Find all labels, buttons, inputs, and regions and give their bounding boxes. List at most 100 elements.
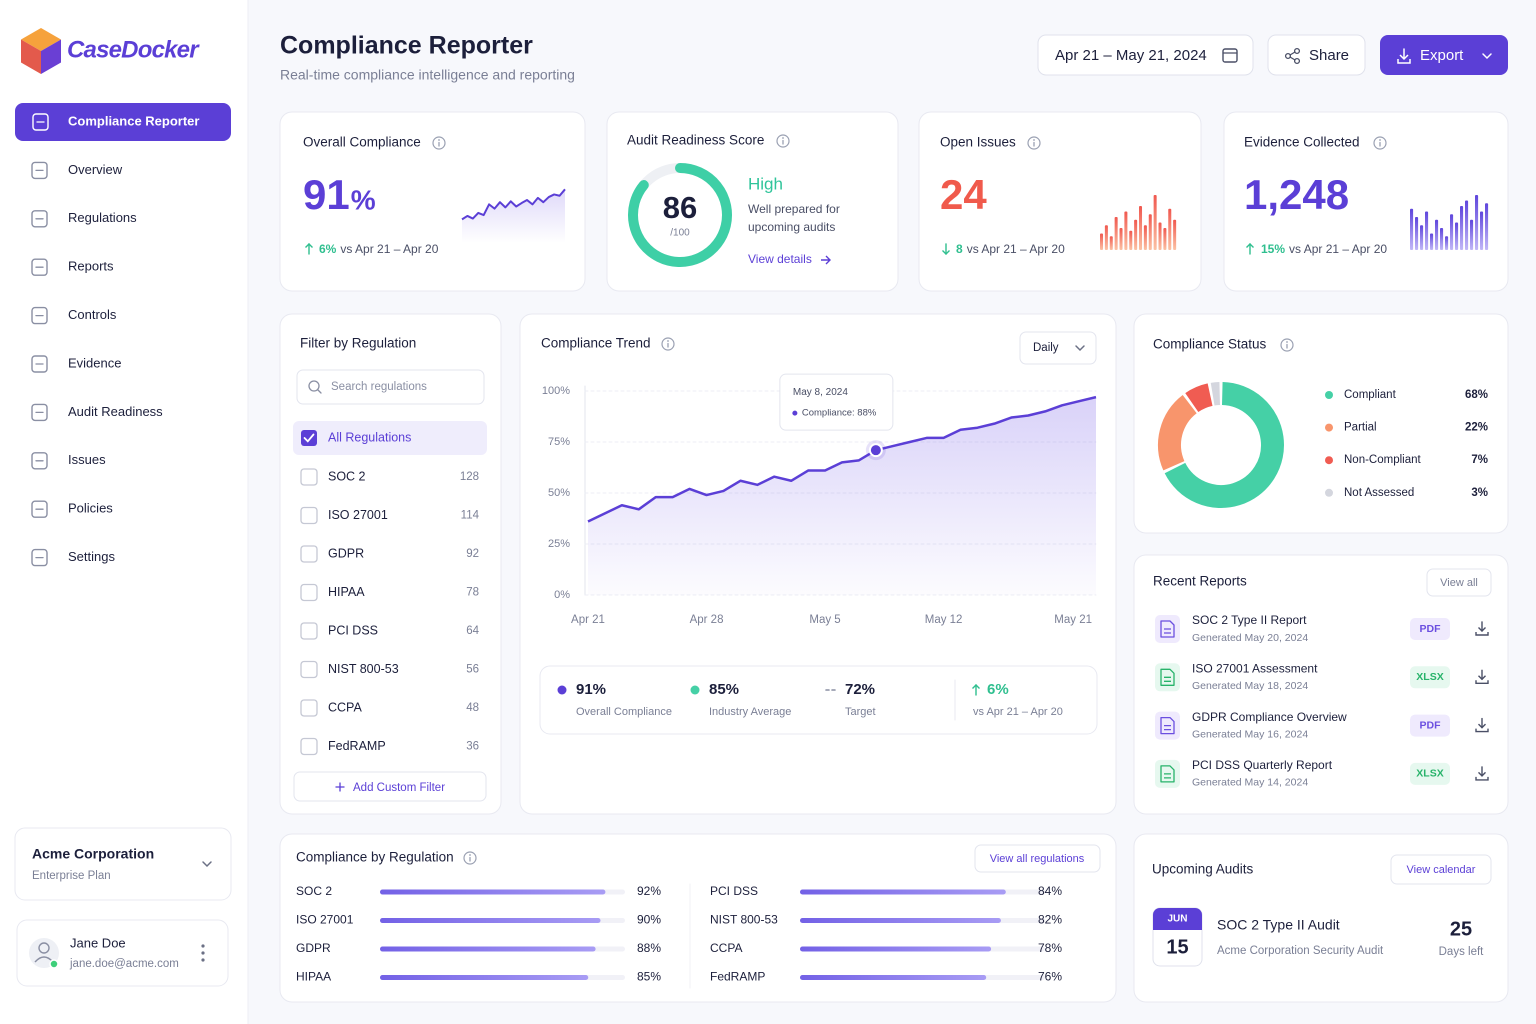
add-filter-button[interactable] <box>293 771 487 802</box>
spark-bar <box>1124 211 1128 250</box>
format-badge <box>1410 762 1450 785</box>
checkbox[interactable] <box>300 468 318 486</box>
nav-active[interactable] <box>15 103 231 141</box>
kpi-change: 6% <box>319 242 337 256</box>
filter-label[interactable]: PCI DSS <box>328 623 378 637</box>
bar-label: CCPA <box>710 941 742 955</box>
view-regulations-label[interactable]: View all regulations <box>990 853 1085 865</box>
nav-item[interactable]: Overview <box>68 162 123 177</box>
bar-value: 88% <box>637 941 661 955</box>
checkbox[interactable] <box>301 430 317 446</box>
readiness-level: High <box>748 174 783 193</box>
filter-label[interactable]: HIPAA <box>328 585 365 599</box>
info-icon <box>782 137 784 139</box>
gauge-arc <box>628 163 732 267</box>
bar-label: PCI DSS <box>710 884 758 898</box>
checkbox[interactable] <box>300 660 318 679</box>
checkbox[interactable] <box>300 545 318 563</box>
checkbox[interactable] <box>300 583 318 602</box>
filter-label[interactable]: GDPR <box>328 546 364 560</box>
checkbox[interactable] <box>300 737 318 756</box>
add-filter-label[interactable]: Add Custom Filter <box>353 782 445 794</box>
checkbox[interactable] <box>300 699 318 717</box>
info-icon <box>1027 136 1041 150</box>
checkbox[interactable] <box>300 622 318 640</box>
legend-dot <box>1325 456 1333 465</box>
report-name[interactable]: GDPR Compliance Overview <box>1192 710 1347 724</box>
info-icon <box>1379 139 1381 141</box>
legend-value: 7% <box>1471 454 1488 466</box>
spark-bar <box>1430 233 1434 250</box>
days-left-value: 25 <box>1450 918 1472 940</box>
kpi-value: 1,248 <box>1244 171 1349 218</box>
share-label[interactable]: Share <box>1309 47 1349 64</box>
export-label[interactable]: Export <box>1420 47 1464 64</box>
kpi-period: vs Apr 21 – Apr 20 <box>1289 242 1387 256</box>
view-details-link[interactable]: View details <box>748 252 812 266</box>
nav-item[interactable]: Issues <box>68 452 106 467</box>
kpi-value: 24 <box>940 171 987 218</box>
search-box[interactable] <box>296 369 485 405</box>
nav-item[interactable]: Audit Readiness <box>68 404 163 419</box>
spark-bar <box>1143 225 1147 250</box>
view-all-button[interactable] <box>1426 568 1492 597</box>
menu-dots[interactable] <box>201 958 205 962</box>
nav-item[interactable]: Settings <box>68 549 115 564</box>
format-label: XLSX <box>1416 671 1443 683</box>
format-label: PDF <box>1420 719 1442 731</box>
bar-label: SOC 2 <box>296 884 332 898</box>
report-name[interactable]: SOC 2 Type II Report <box>1192 613 1307 627</box>
report-name[interactable]: PCI DSS Quarterly Report <box>1192 758 1333 772</box>
view-calendar-button[interactable] <box>1390 854 1492 885</box>
date-badge-top <box>1153 920 1202 930</box>
menu-dots[interactable] <box>201 944 205 948</box>
info-icon <box>432 136 446 150</box>
x-tick-label: May 12 <box>925 614 963 626</box>
view-all-label[interactable]: View all <box>1440 577 1478 589</box>
readiness-note: upcoming audits <box>748 220 835 234</box>
audit-name: SOC 2 Type II Audit <box>1217 917 1340 933</box>
bar <box>380 918 601 923</box>
format-label: XLSX <box>1416 768 1443 780</box>
spark-bar <box>1485 203 1489 250</box>
menu-dots[interactable] <box>201 951 205 955</box>
nav-item[interactable]: Regulations <box>68 210 137 225</box>
legend-value: 3% <box>1471 487 1488 499</box>
report-icon <box>1160 716 1175 735</box>
kpi-period: vs Apr 21 – Apr 20 <box>967 242 1065 256</box>
period-select[interactable] <box>1019 331 1097 365</box>
view-calendar-label[interactable]: View calendar <box>1407 864 1476 876</box>
filter-label[interactable]: NIST 800-53 <box>328 662 399 676</box>
chevron-icon <box>1075 345 1085 352</box>
nav-item[interactable]: Controls <box>68 307 117 322</box>
spark-bar <box>1173 219 1177 250</box>
nav-item[interactable]: Compliance Reporter <box>68 113 199 128</box>
org-switcher[interactable] <box>14 827 232 901</box>
spark-bar <box>1450 214 1454 250</box>
filter-label[interactable]: ISO 27001 <box>328 508 388 522</box>
legend-dot <box>690 685 700 695</box>
arrow-icon <box>972 684 980 689</box>
spark-bar <box>1420 225 1424 250</box>
date-picker[interactable] <box>1037 34 1254 76</box>
nav-item[interactable]: Policies <box>68 501 113 516</box>
filter-label[interactable]: CCPA <box>328 700 362 714</box>
audit-day: 15 <box>1166 936 1188 958</box>
view-regulations-button[interactable] <box>974 844 1101 873</box>
export-button[interactable] <box>1380 35 1508 75</box>
checkbox[interactable] <box>300 506 318 525</box>
user-email: jane.doe@acme.com <box>69 958 179 970</box>
share-button[interactable] <box>1267 34 1366 76</box>
filter-label[interactable]: SOC 2 <box>328 469 366 483</box>
legend-label: Non-Compliant <box>1344 454 1422 466</box>
filter-label[interactable]: All Regulations <box>328 430 411 444</box>
filter-label[interactable]: FedRAMP <box>328 739 386 753</box>
nav-item[interactable]: Reports <box>68 259 114 274</box>
filter-active <box>293 421 487 455</box>
spark-bar <box>1465 200 1469 250</box>
report-name[interactable]: ISO 27001 Assessment <box>1192 661 1318 675</box>
x-tick-label: Apr 21 <box>571 614 605 626</box>
nav-item[interactable]: Evidence <box>68 355 121 370</box>
share-icon <box>1284 52 1292 60</box>
spark-bar <box>1153 195 1157 250</box>
